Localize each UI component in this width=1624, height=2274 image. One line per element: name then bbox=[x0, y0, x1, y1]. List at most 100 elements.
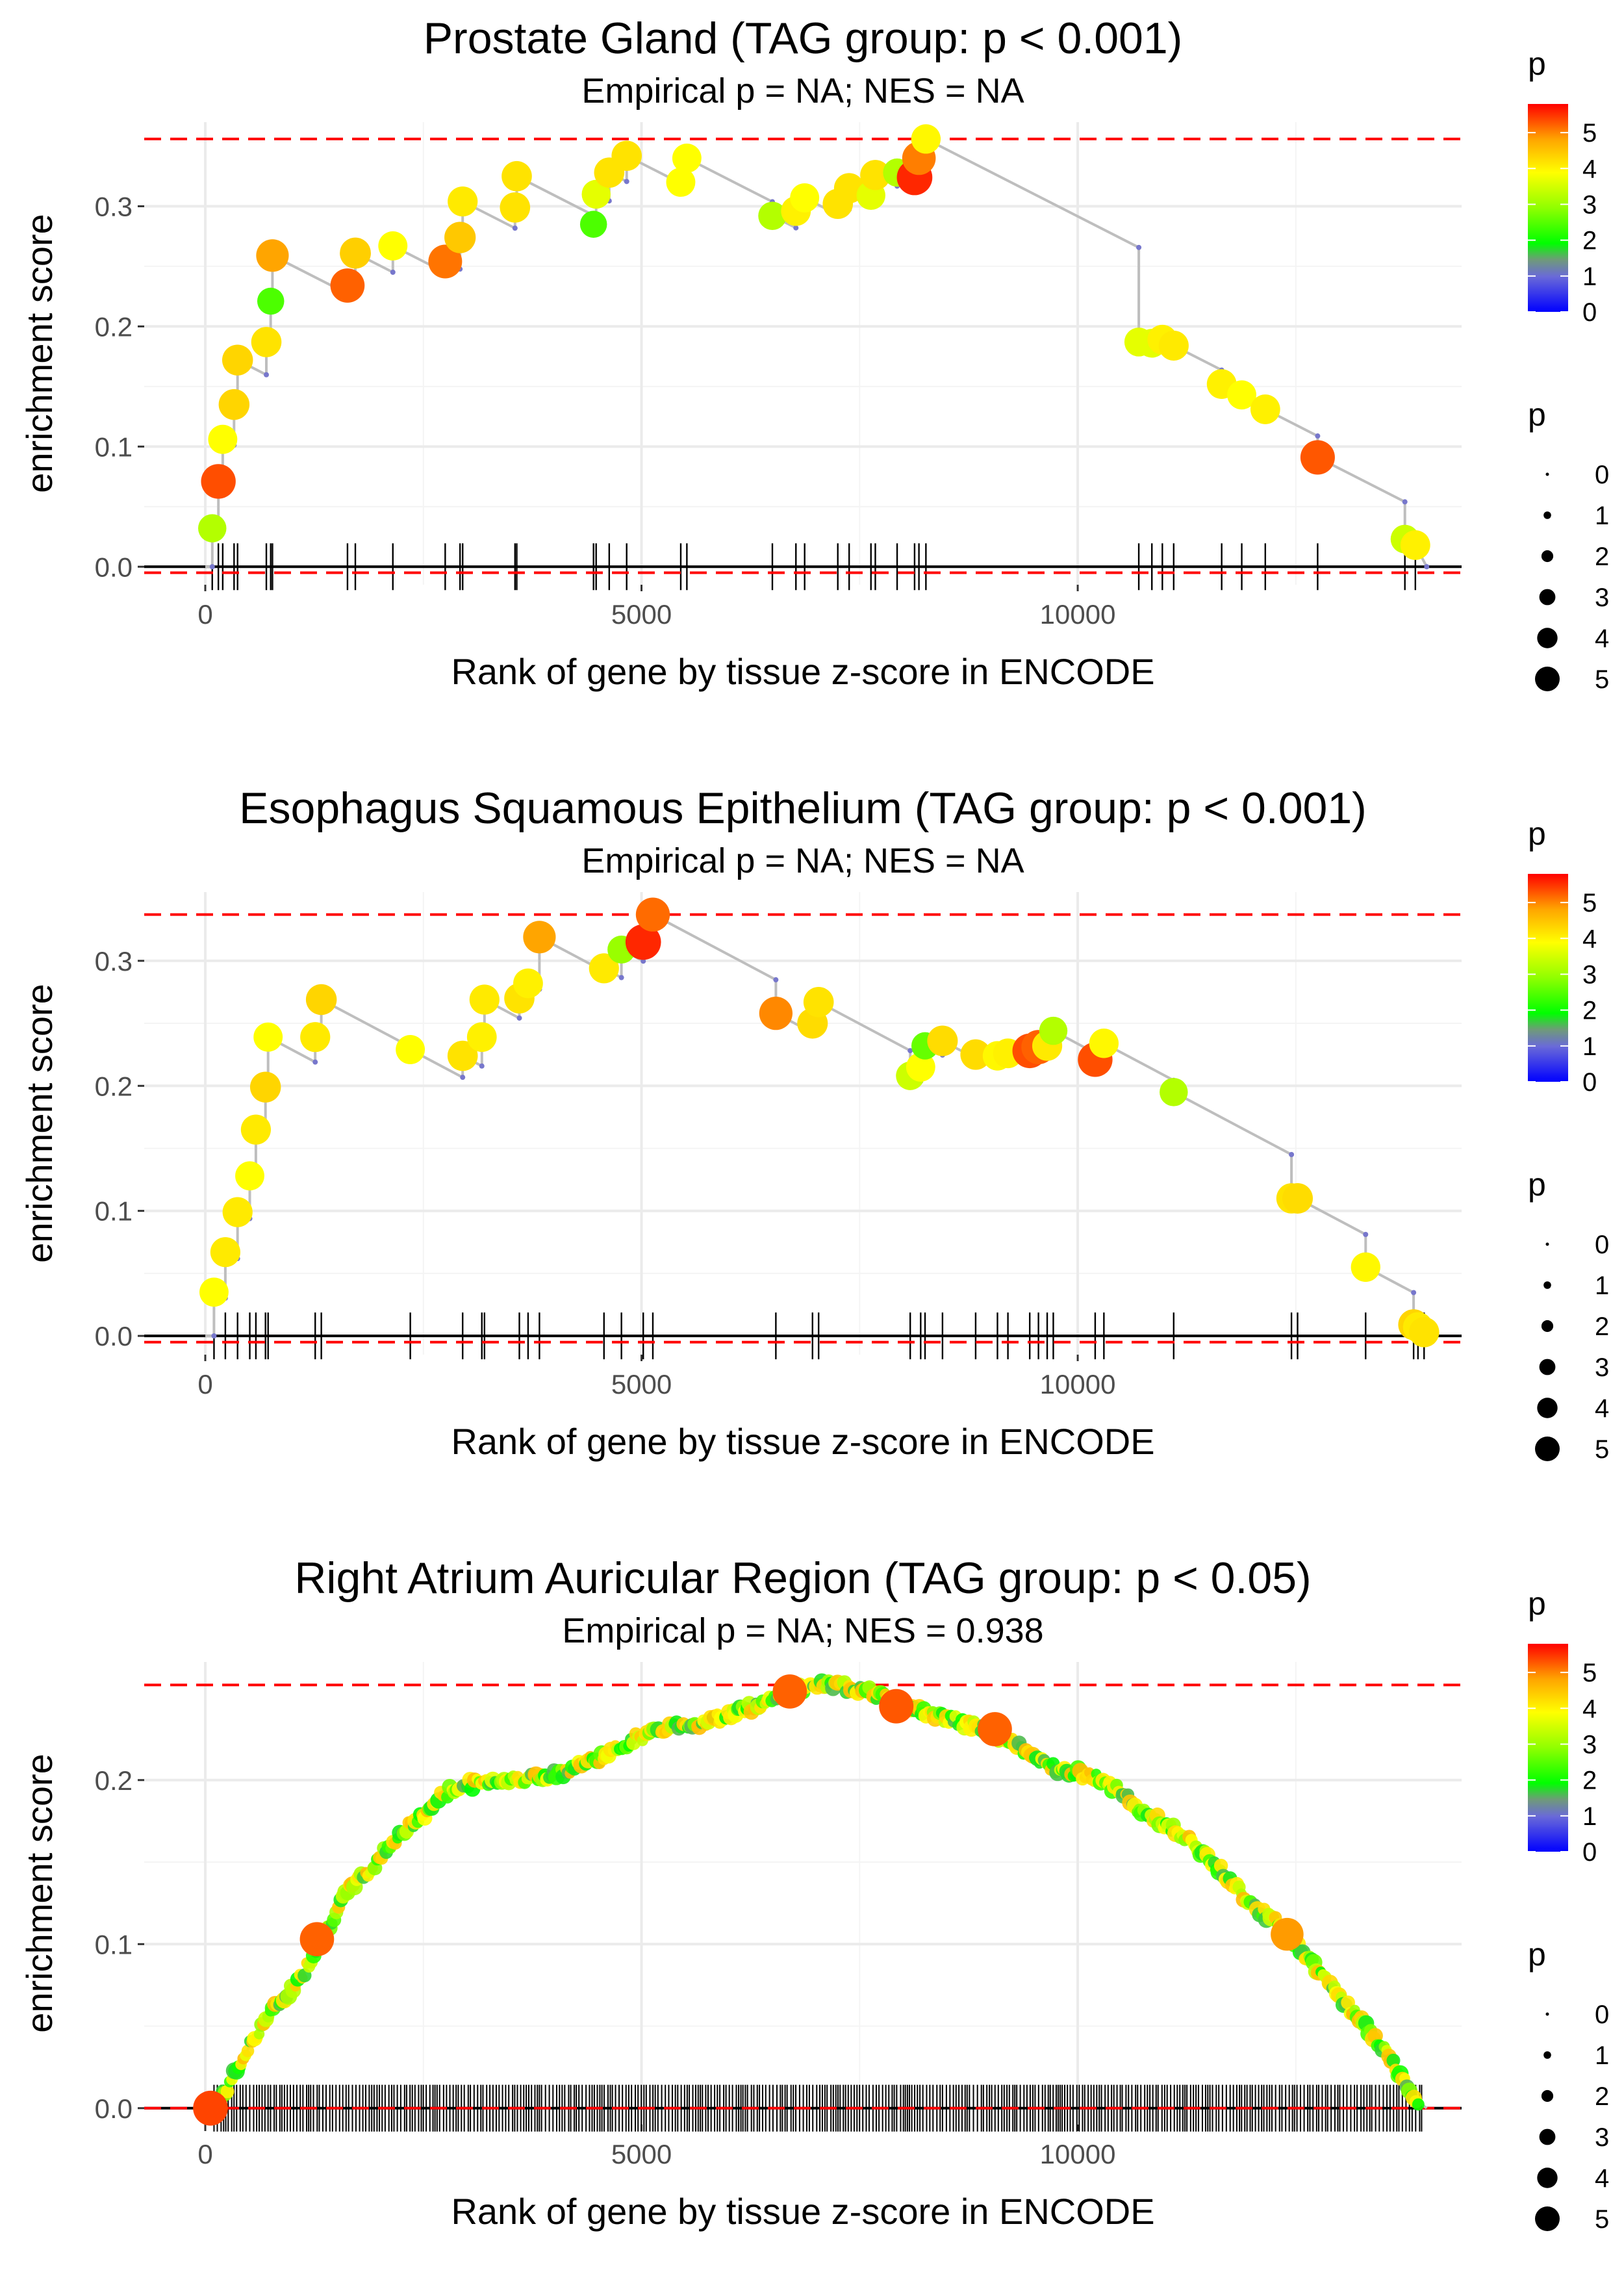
y-tick-label: 0.1 bbox=[95, 1929, 133, 1960]
color-legend-label: 1 bbox=[1582, 1032, 1597, 1061]
color-legend-title: p bbox=[1528, 45, 1546, 82]
hit-point bbox=[911, 124, 941, 154]
hit-point bbox=[466, 1022, 497, 1053]
hit-point bbox=[241, 2044, 255, 2058]
size-legend-dot bbox=[1543, 2051, 1551, 2059]
y-tick-label: 0.1 bbox=[95, 1196, 133, 1227]
hit-point bbox=[1408, 1317, 1440, 1348]
hit-point bbox=[672, 144, 702, 173]
color-legend-label: 5 bbox=[1582, 119, 1597, 147]
size-legend-title: p bbox=[1528, 1936, 1546, 1973]
hit-point bbox=[625, 924, 661, 960]
hit-point bbox=[759, 997, 793, 1030]
color-legend-label: 5 bbox=[1582, 1659, 1597, 1687]
highlight-point bbox=[299, 1922, 335, 1957]
size-legend-label: 5 bbox=[1595, 2205, 1609, 2234]
trough-point bbox=[390, 270, 396, 275]
hit-point bbox=[1400, 530, 1430, 560]
hit-point bbox=[803, 987, 834, 1017]
color-legend-bar bbox=[1528, 874, 1568, 1082]
trough-point bbox=[624, 179, 629, 185]
x-tick-label: 10000 bbox=[1040, 2139, 1116, 2169]
hit-point bbox=[222, 344, 253, 376]
size-legend-label: 4 bbox=[1595, 1394, 1609, 1423]
highlight-point bbox=[879, 1689, 914, 1724]
hit-point bbox=[758, 201, 787, 230]
hit-point bbox=[635, 897, 670, 932]
x-tick-label: 0 bbox=[197, 1369, 212, 1399]
trough-point bbox=[460, 1075, 466, 1080]
y-tick-label: 0.3 bbox=[95, 191, 133, 222]
color-legend-label: 0 bbox=[1582, 298, 1597, 327]
size-legend-label: 5 bbox=[1595, 1435, 1609, 1464]
color-legend-title: p bbox=[1528, 1585, 1546, 1622]
size-legend-label: 3 bbox=[1595, 583, 1609, 612]
size-legend-label: 4 bbox=[1595, 2164, 1609, 2193]
trough-point bbox=[211, 1333, 217, 1339]
running-enrichment-line bbox=[205, 912, 1428, 1338]
size-legend-label: 0 bbox=[1595, 2000, 1609, 2029]
hit-point bbox=[198, 514, 227, 543]
color-legend-label: 1 bbox=[1582, 1802, 1597, 1831]
trough-point bbox=[773, 977, 779, 983]
trough-point bbox=[1424, 564, 1430, 570]
y-axis-label: enrichment score bbox=[19, 214, 60, 493]
color-legend-label: 0 bbox=[1582, 1068, 1597, 1097]
x-axis-label: Rank of gene by tissue z-score in ENCODE bbox=[451, 651, 1154, 692]
hit-point bbox=[1250, 394, 1280, 424]
hit-point bbox=[330, 268, 365, 303]
chart-subtitle: Empirical p = NA; NES = NA bbox=[581, 71, 1024, 110]
trough-point bbox=[1402, 499, 1408, 505]
size-legend-label: 1 bbox=[1595, 2041, 1609, 2070]
hit-point bbox=[1282, 1182, 1313, 1214]
highlight-point bbox=[772, 1674, 807, 1709]
y-tick-label: 0.0 bbox=[95, 552, 133, 582]
size-legend-dot bbox=[1535, 1437, 1560, 1461]
size-legend-dot bbox=[1541, 2089, 1554, 2102]
size-legend-dot bbox=[1537, 628, 1558, 648]
hit-point bbox=[340, 237, 371, 269]
y-axis-label: enrichment score bbox=[19, 1754, 60, 2033]
hit-point bbox=[960, 1039, 991, 1070]
hit-point bbox=[906, 1052, 935, 1082]
size-legend-dot bbox=[1545, 1242, 1549, 1246]
trough-point bbox=[209, 564, 215, 570]
hit-point bbox=[300, 1022, 331, 1053]
size-legend-dot bbox=[1541, 1320, 1554, 1333]
hit-point bbox=[1227, 380, 1256, 410]
chart-title: Prostate Gland (TAG group: p < 0.001) bbox=[424, 14, 1183, 63]
x-axis-label: Rank of gene by tissue z-score in ENCODE bbox=[451, 1421, 1154, 1462]
trough-point bbox=[516, 1015, 522, 1021]
trough-point bbox=[1411, 1290, 1417, 1296]
color-legend-label: 0 bbox=[1582, 1838, 1597, 1867]
color-legend-label: 2 bbox=[1582, 227, 1597, 255]
size-legend-dot bbox=[1539, 2128, 1556, 2145]
size-legend-dot bbox=[1537, 1398, 1558, 1418]
size-legend-label: 0 bbox=[1595, 461, 1609, 489]
color-legend-label: 3 bbox=[1582, 960, 1597, 989]
hit-point bbox=[1160, 1078, 1188, 1106]
hit-point bbox=[860, 160, 891, 190]
hit-point bbox=[500, 192, 531, 223]
trough-point bbox=[264, 372, 270, 377]
color-legend-title: p bbox=[1528, 815, 1546, 852]
trough-point bbox=[907, 1048, 913, 1054]
x-tick-label: 0 bbox=[197, 599, 212, 630]
chart-title: Right Atrium Auricular Region (TAG group… bbox=[294, 1553, 1311, 1603]
y-tick-label: 0.2 bbox=[95, 1765, 133, 1796]
hit-point bbox=[1300, 440, 1335, 475]
hit-point bbox=[513, 968, 543, 999]
hit-point bbox=[201, 464, 236, 499]
size-legend-label: 1 bbox=[1595, 1271, 1609, 1300]
color-legend-label: 2 bbox=[1582, 997, 1597, 1025]
hit-point bbox=[1412, 2098, 1425, 2111]
color-legend-label: 1 bbox=[1582, 262, 1597, 291]
hit-point bbox=[222, 1197, 253, 1227]
highlight-point bbox=[978, 1712, 1012, 1746]
x-tick-label: 10000 bbox=[1040, 1369, 1116, 1399]
trough-point bbox=[312, 1059, 318, 1065]
color-legend-label: 4 bbox=[1582, 1694, 1597, 1723]
hit-point bbox=[1351, 1252, 1380, 1282]
size-legend-label: 3 bbox=[1595, 1353, 1609, 1382]
chart-subtitle: Empirical p = NA; NES = 0.938 bbox=[562, 1611, 1043, 1650]
